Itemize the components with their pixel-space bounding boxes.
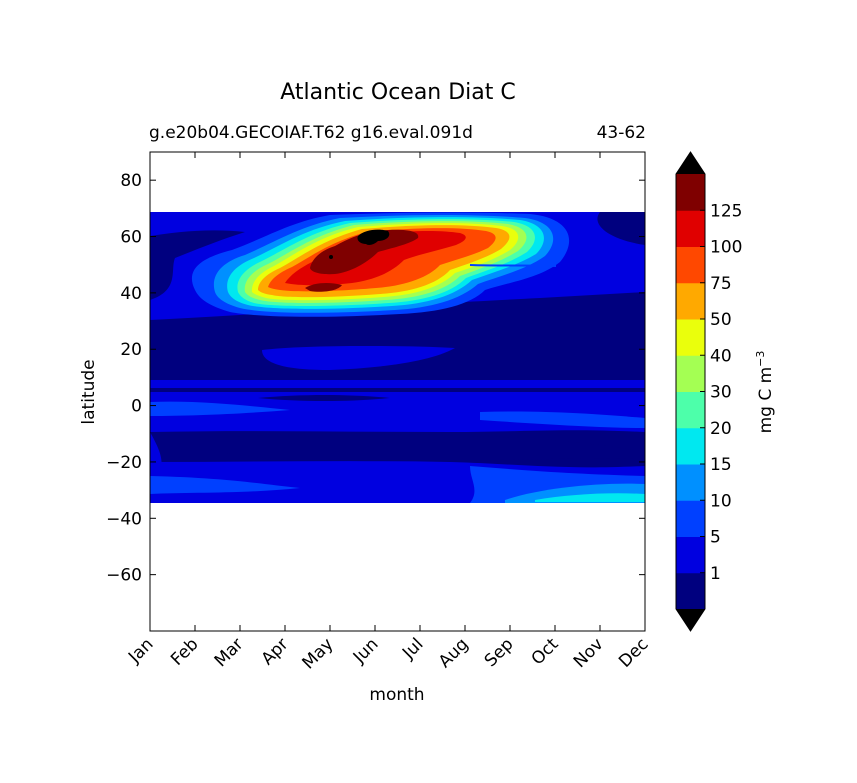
colorbar-extend-low bbox=[676, 609, 705, 631]
colorbar-outline bbox=[675, 151, 706, 632]
x-tick-label: Jul bbox=[398, 634, 427, 663]
chart-subtitle-right: 43-62 bbox=[597, 123, 646, 143]
x-tick-label: Feb bbox=[167, 634, 202, 669]
colorbar-segment bbox=[676, 500, 705, 537]
colorbar-extend-high bbox=[676, 152, 705, 174]
colorbar-segment bbox=[676, 427, 705, 465]
colorbar-segment bbox=[676, 536, 705, 574]
x-tick-label: May bbox=[299, 634, 338, 673]
colorbar-label-exponent: −3 bbox=[754, 351, 767, 367]
x-tick-label: Oct bbox=[528, 634, 563, 669]
x-tick-label: Nov bbox=[570, 634, 608, 672]
chart-subtitle-left: g.e20b04.GECOIAF.T62 g16.eval.091d bbox=[149, 123, 473, 143]
contour-level-125-150-bloom-a bbox=[310, 229, 419, 275]
y-tick-label: 80 bbox=[120, 171, 142, 191]
colorbar-label: mg C m−3 bbox=[754, 351, 776, 434]
contour-dark-band-south bbox=[195, 433, 645, 462]
y-axis-ticks: 80 60 40 20 0 −20 −40 −60 bbox=[106, 171, 645, 586]
x-tick-label: Mar bbox=[211, 634, 248, 671]
colorbar-tick-label: 20 bbox=[710, 419, 732, 439]
colorbar-tick-label: 125 bbox=[710, 201, 742, 221]
colorbar-tick-label: 75 bbox=[710, 274, 732, 294]
x-tick-label: Dec bbox=[615, 634, 652, 671]
y-tick-label: 60 bbox=[120, 228, 142, 248]
colorbar-segment bbox=[676, 174, 705, 211]
y-tick-label: −20 bbox=[106, 453, 142, 473]
x-tick-label: Jan bbox=[124, 634, 157, 667]
colorbar-label-text: mg C m bbox=[756, 367, 776, 434]
contour-peak-black bbox=[357, 229, 390, 245]
colorbar-segment bbox=[676, 319, 705, 356]
colorbar-segment bbox=[676, 464, 705, 501]
contour-dark-band-equator bbox=[258, 395, 390, 401]
colorbar-segment bbox=[676, 355, 705, 392]
x-tick-label: Sep bbox=[481, 634, 518, 671]
contour-peak-dot bbox=[329, 255, 333, 259]
contour-level-125-150-bloom-b bbox=[305, 283, 342, 292]
plot-frame bbox=[149, 151, 646, 632]
y-tick-label: −40 bbox=[106, 509, 142, 529]
x-tick-label: Aug bbox=[435, 634, 473, 672]
y-tick-label: 0 bbox=[131, 397, 142, 417]
contour-level-1-5-midlat bbox=[262, 345, 455, 370]
y-tick-label: −60 bbox=[106, 566, 142, 586]
colorbar-segment bbox=[676, 210, 705, 247]
y-tick-label: 40 bbox=[120, 284, 142, 304]
y-tick-label: 20 bbox=[120, 340, 142, 360]
contour-level-5-10-d bbox=[480, 411, 645, 428]
colorbar-segment bbox=[676, 282, 705, 320]
x-tick-label: Jun bbox=[349, 634, 383, 668]
colorbar-segment bbox=[676, 391, 705, 429]
colorbar-segment bbox=[676, 246, 705, 284]
colorbar-tick-label: 10 bbox=[710, 491, 732, 511]
contour-level-1-5-equatorial bbox=[150, 380, 645, 478]
contour-field bbox=[150, 212, 645, 503]
chart-title: Atlantic Ocean Diat C bbox=[280, 80, 516, 105]
plot-area: 80 60 40 20 0 −20 −40 −60 Jan Feb Mar Apr May Jun Jul… bbox=[106, 151, 653, 673]
colorbar-tick-label: 1 bbox=[710, 564, 721, 584]
colorbar-tick-label: 40 bbox=[710, 346, 732, 366]
x-axis-label: month bbox=[369, 685, 424, 705]
contour-level-5-10-b bbox=[150, 476, 300, 494]
colorbar-tick-label: 30 bbox=[710, 383, 732, 403]
colorbar-tick-label: 100 bbox=[710, 238, 742, 258]
contour-level-15-20-south bbox=[535, 493, 645, 502]
colorbar-tick-label: 50 bbox=[710, 310, 732, 330]
colorbar-tick-label: 5 bbox=[710, 528, 721, 548]
colorbar-tick-label: 15 bbox=[710, 455, 732, 475]
colorbar-segment bbox=[676, 572, 705, 610]
contour-level-5-10-a bbox=[150, 401, 290, 416]
x-tick-label: Apr bbox=[258, 634, 293, 669]
contour-line-north bbox=[469, 264, 557, 267]
y-axis-label: latitude bbox=[79, 359, 99, 424]
